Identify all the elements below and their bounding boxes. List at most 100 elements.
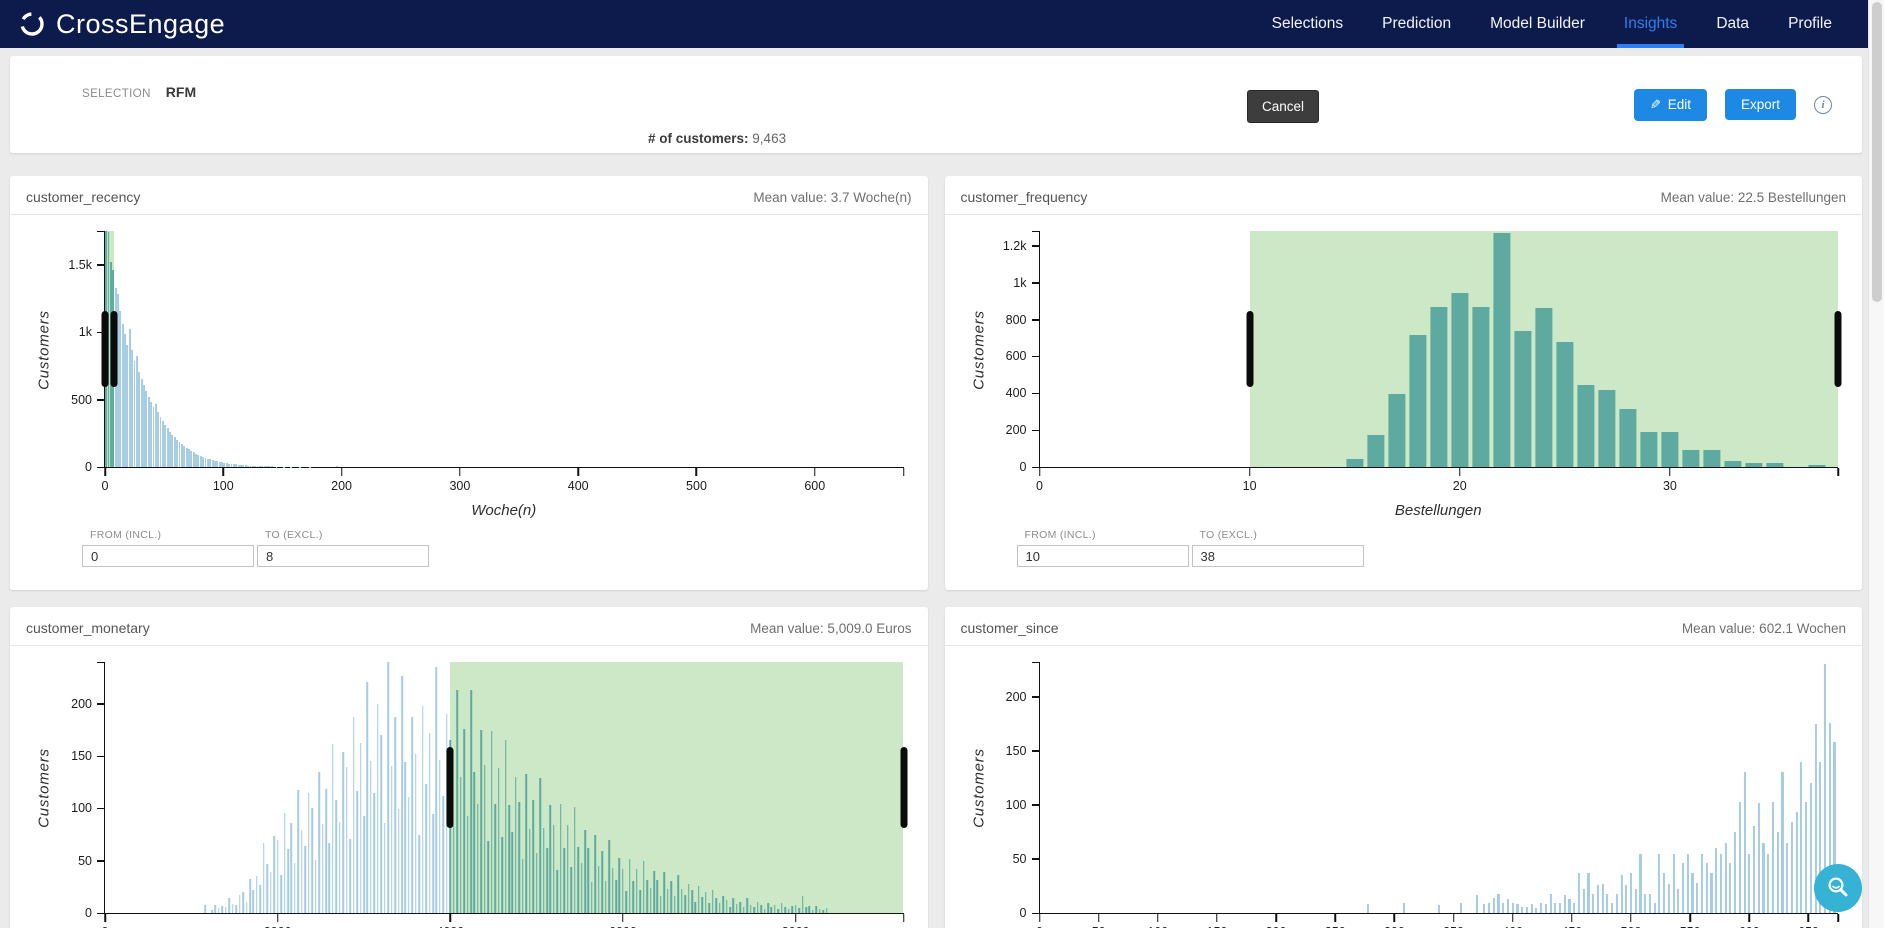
x-tick-label: 50 xyxy=(1092,925,1106,928)
page-scrollbar xyxy=(1868,0,1884,928)
x-tick-label: 0 xyxy=(101,479,109,493)
plot-area-customer_recency[interactable]: 0 500 1k 1.5k 0 100 200 300 400 500 600 xyxy=(68,230,905,493)
histogram-bar xyxy=(204,904,206,913)
histogram-bar xyxy=(587,848,590,913)
nav-item-selections[interactable]: Selections xyxy=(1271,15,1344,32)
histogram-bar xyxy=(297,789,300,913)
histogram-bar xyxy=(594,834,597,913)
histogram-bar xyxy=(301,830,303,913)
x-axis-tick xyxy=(1630,914,1632,922)
zoom-fab-button[interactable] xyxy=(1814,864,1862,912)
y-axis-tick xyxy=(1031,750,1040,752)
histogram-bar xyxy=(522,858,524,913)
histogram-bar xyxy=(1663,872,1666,913)
x-axis-tick xyxy=(1748,914,1751,922)
histogram-bar xyxy=(242,892,244,913)
histogram-bar xyxy=(743,906,745,913)
cancel-button[interactable]: Cancel xyxy=(1247,90,1320,123)
histogram-bar xyxy=(560,804,562,913)
plot-area-customer_frequency[interactable]: 0 200 400 600 800 1k 1.2k 0 10 20 30 xyxy=(1003,230,1842,493)
brush-handle-from[interactable] xyxy=(101,311,109,387)
histogram-bar xyxy=(318,771,320,913)
histogram-bar xyxy=(660,896,662,913)
nav-item-data[interactable]: Data xyxy=(1716,15,1750,32)
brush-handle-to[interactable] xyxy=(110,311,118,387)
customer-count-value: 9,463 xyxy=(752,131,787,146)
brush-handle-from[interactable] xyxy=(446,747,454,828)
export-button[interactable]: Export xyxy=(1724,89,1796,120)
histogram-bar xyxy=(1497,893,1500,913)
histogram-bar xyxy=(335,800,338,913)
histogram-bar xyxy=(1472,306,1490,467)
histogram-bar xyxy=(290,823,293,913)
histogram-bar xyxy=(1596,884,1599,913)
histogram-bar xyxy=(225,906,227,913)
histogram-bar xyxy=(1786,842,1789,913)
x-axis-tick xyxy=(794,914,797,922)
edit-button[interactable]: ✎ Edit xyxy=(1633,88,1707,121)
customer-count-label: # of customers: xyxy=(648,131,749,146)
histogram-bar xyxy=(1644,893,1647,913)
histogram-bar xyxy=(328,842,331,913)
scrollbar-thumb[interactable] xyxy=(1872,2,1882,302)
histogram-bar xyxy=(352,717,355,913)
histogram-bar xyxy=(629,858,631,913)
histogram-bar xyxy=(1367,904,1370,913)
x-tick-label: 100 xyxy=(212,479,234,493)
brush-handle-from[interactable] xyxy=(1246,311,1254,387)
y-tick-label: 1.5k xyxy=(68,257,92,272)
nav-item-model-builder[interactable]: Model Builder xyxy=(1490,15,1585,32)
brush-selection-region[interactable] xyxy=(105,231,115,467)
histogram-bar xyxy=(1502,903,1505,913)
histogram-bar xyxy=(801,896,804,913)
brand[interactable]: CrossEngage xyxy=(18,9,225,40)
brush-handle-to[interactable] xyxy=(900,747,907,828)
selection-header-bar: SELECTION RFM # of customers: 9,463 Canc… xyxy=(10,56,1862,153)
histogram-bar xyxy=(546,848,548,913)
chart-mean-value: Mean value: 3.7 Woche(n) xyxy=(753,189,912,205)
x-axis-tick xyxy=(1275,914,1277,922)
histogram-bar xyxy=(556,870,559,913)
histogram-bar xyxy=(159,417,162,467)
histogram-bar xyxy=(1724,460,1742,467)
y-axis-tick xyxy=(1031,696,1040,698)
histogram-bar xyxy=(1530,904,1533,913)
nav-item-insights[interactable]: Insights xyxy=(1616,0,1685,48)
histogram-bar xyxy=(414,754,417,913)
y-tick-label: 0 xyxy=(1019,460,1027,474)
info-icon[interactable]: i xyxy=(1814,95,1832,114)
nav-item-profile[interactable]: Profile xyxy=(1788,15,1832,32)
histogram-bar xyxy=(1577,872,1580,913)
chart-panel-customer_since: customer_since Mean value: 602.1 Wochen Cu… xyxy=(944,607,1862,928)
histogram-bar xyxy=(711,890,714,913)
x-axis-tick xyxy=(222,468,225,476)
histogram-bar xyxy=(1648,893,1651,913)
plot-area-customer_since[interactable]: 0 50 100 150 200 0 50 100 150 200 250 300 350 400 450 5… xyxy=(1006,661,1839,928)
x-axis-tick xyxy=(814,468,816,476)
histogram-bar xyxy=(1573,903,1576,913)
plot-area-customer_monetary[interactable]: 05010015020002000400060008000 xyxy=(71,661,907,928)
from-input-customer_recency[interactable] xyxy=(82,545,254,567)
brush-handle-to[interactable] xyxy=(1834,311,1842,387)
histogram-bar xyxy=(377,703,379,913)
histogram-bar xyxy=(244,465,247,467)
histogram-bar xyxy=(432,813,434,913)
x-axis-tick xyxy=(1511,914,1514,922)
histogram-bar xyxy=(1781,772,1784,913)
histogram-bar xyxy=(1606,893,1609,913)
histogram-bar xyxy=(230,463,233,467)
x-tick-label: 400 xyxy=(1502,925,1523,928)
histogram-bar xyxy=(1402,903,1405,913)
histogram-bar xyxy=(251,465,254,467)
histogram-bar xyxy=(490,731,493,913)
histogram-bar xyxy=(494,804,496,913)
to-input-customer_frequency[interactable] xyxy=(1191,545,1364,567)
y-axis-title: Customers xyxy=(35,748,53,828)
charts-grid: customer_recency Mean value: 3.7 Woche(n)… xyxy=(10,176,1862,928)
to-input-customer_recency[interactable] xyxy=(257,545,429,567)
from-input-customer_frequency[interactable] xyxy=(1016,545,1189,567)
histogram-bar xyxy=(822,909,824,913)
nav-item-prediction[interactable]: Prediction xyxy=(1382,15,1452,32)
histogram-bar xyxy=(1682,450,1700,467)
x-tick-label: 200 xyxy=(331,479,353,493)
